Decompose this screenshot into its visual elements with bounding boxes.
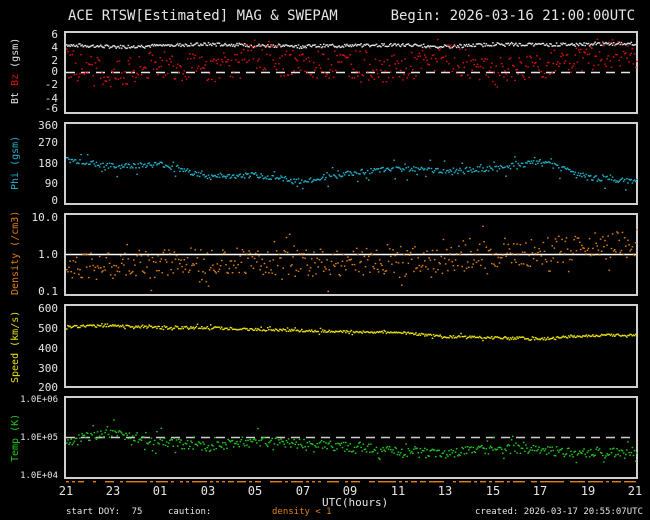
xtick: 17: [532, 484, 548, 498]
caution-value: density < 1: [272, 507, 332, 517]
xtick: 23: [105, 484, 121, 498]
start-doy: start DOY: 75: [66, 507, 142, 517]
xtick: 01: [152, 484, 168, 498]
xtick: 07: [295, 484, 311, 498]
ytick: 300: [38, 362, 58, 375]
xtick: 11: [390, 484, 406, 498]
xtick: 19: [580, 484, 596, 498]
panel-phi: [64, 122, 638, 205]
xtick: 05: [247, 484, 263, 498]
ytick: 200: [38, 381, 58, 394]
ytick: -4: [44, 92, 58, 105]
start-doy-value: 75: [131, 507, 143, 517]
ytick: 0: [51, 194, 58, 207]
ytick: -6: [44, 102, 58, 115]
ytick: 500: [38, 322, 58, 335]
xtick: 09: [342, 484, 358, 498]
ytick: 400: [38, 342, 58, 355]
panel-mag: [64, 31, 638, 114]
panel-speed: [64, 304, 638, 388]
ytick: 10.0: [31, 211, 59, 224]
xtick: 15: [485, 484, 501, 498]
ytick: 1.0E+06: [20, 395, 58, 405]
ytick: 600: [38, 302, 58, 315]
ytick: 90: [44, 177, 58, 190]
ytick: 6: [51, 28, 58, 41]
panel-density: [64, 213, 638, 296]
created-time: created: 2026-03-17 20:55:07UTC: [475, 507, 643, 517]
panel-temp: [64, 396, 638, 479]
ytick: 1.0E+04: [20, 471, 58, 481]
xtick: 21: [58, 484, 74, 498]
chart-title: ACE RTSW[Estimated] MAG & SWEPAM: [68, 8, 338, 24]
ytick: 4: [51, 41, 58, 54]
begin-time: Begin: 2026-03-16 21:00:00UTC: [390, 8, 635, 24]
xaxis-label: UTC(hours): [322, 496, 389, 509]
caution-label: caution:: [168, 507, 212, 517]
ytick: 270: [38, 136, 58, 149]
start-doy-label: start DOY:: [66, 507, 121, 517]
ytick: 360: [38, 119, 58, 132]
xtick: 13: [437, 484, 453, 498]
ytick: 180: [38, 157, 58, 170]
ytick: 0.1: [38, 285, 58, 298]
xtick: 03: [200, 484, 216, 498]
ytick: 1.0E+05: [20, 433, 58, 443]
ytick: 2: [51, 54, 58, 67]
ytick: 1.0: [38, 248, 58, 261]
ytick: 0: [51, 65, 58, 78]
ytick: -2: [44, 78, 58, 91]
xtick: 21: [627, 484, 643, 498]
